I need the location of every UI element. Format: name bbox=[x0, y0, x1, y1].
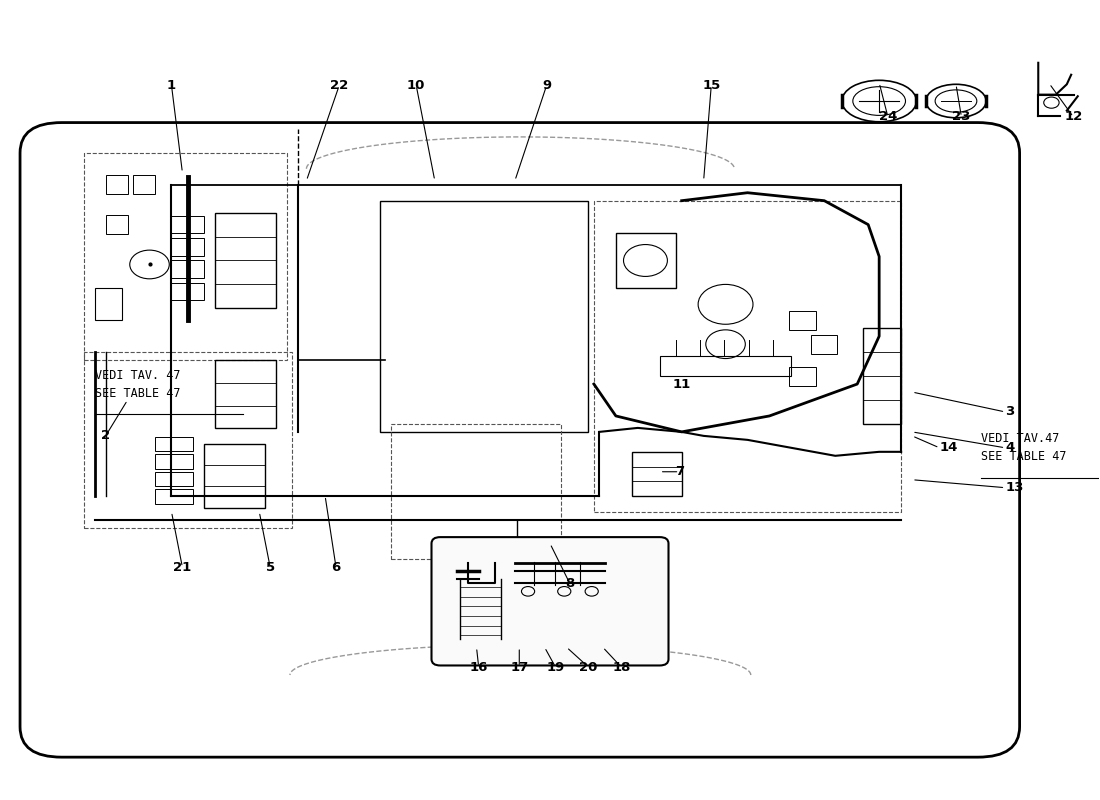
Text: 7: 7 bbox=[675, 466, 684, 478]
Bar bbox=[172, 283, 205, 300]
Bar bbox=[106, 175, 128, 194]
Bar bbox=[632, 452, 682, 496]
FancyBboxPatch shape bbox=[20, 122, 1020, 757]
Text: 18: 18 bbox=[612, 661, 630, 674]
Bar bbox=[216, 360, 276, 428]
Text: 4: 4 bbox=[1005, 442, 1014, 454]
Text: 16: 16 bbox=[470, 661, 488, 674]
Bar bbox=[379, 201, 588, 432]
Bar bbox=[106, 215, 128, 234]
Bar bbox=[205, 444, 265, 508]
Bar bbox=[216, 213, 276, 308]
Bar bbox=[594, 201, 901, 512]
Bar bbox=[95, 288, 122, 320]
Text: 23: 23 bbox=[953, 110, 970, 123]
Bar bbox=[862, 328, 901, 424]
Text: 20: 20 bbox=[580, 661, 597, 674]
Bar bbox=[172, 238, 205, 256]
Text: 3: 3 bbox=[1005, 406, 1014, 418]
Bar bbox=[660, 356, 791, 376]
Text: 8: 8 bbox=[565, 577, 574, 590]
Text: 12: 12 bbox=[1065, 110, 1082, 123]
Bar bbox=[172, 216, 205, 234]
Text: 11: 11 bbox=[672, 378, 691, 390]
Text: 15: 15 bbox=[702, 78, 721, 91]
Bar bbox=[84, 153, 287, 360]
Text: 21: 21 bbox=[174, 561, 191, 574]
Text: 13: 13 bbox=[1005, 481, 1024, 494]
Text: VEDI TAV. 47
SEE TABLE 47: VEDI TAV. 47 SEE TABLE 47 bbox=[95, 369, 180, 399]
Text: 24: 24 bbox=[879, 110, 898, 123]
Bar bbox=[811, 334, 837, 354]
FancyBboxPatch shape bbox=[431, 537, 669, 666]
Bar bbox=[172, 261, 205, 278]
Bar bbox=[155, 472, 194, 486]
Text: 22: 22 bbox=[330, 78, 349, 91]
Text: VEDI TAV.47
SEE TABLE 47: VEDI TAV.47 SEE TABLE 47 bbox=[981, 432, 1067, 463]
Bar bbox=[155, 437, 194, 451]
Bar bbox=[84, 352, 293, 527]
Text: 6: 6 bbox=[331, 561, 341, 574]
Text: eurospares: eurospares bbox=[124, 203, 406, 246]
Text: 1: 1 bbox=[167, 78, 176, 91]
Bar bbox=[133, 175, 155, 194]
Bar bbox=[390, 424, 561, 559]
Text: 10: 10 bbox=[407, 78, 426, 91]
Bar bbox=[789, 366, 815, 386]
Bar bbox=[616, 233, 676, 288]
Text: eurospares: eurospares bbox=[574, 203, 856, 246]
Text: 2: 2 bbox=[101, 430, 110, 442]
Bar bbox=[155, 490, 194, 504]
Text: 9: 9 bbox=[542, 78, 551, 91]
Text: 19: 19 bbox=[547, 661, 564, 674]
Bar bbox=[789, 310, 815, 330]
Text: 14: 14 bbox=[939, 442, 958, 454]
Text: eurospares: eurospares bbox=[574, 442, 856, 486]
Text: 5: 5 bbox=[265, 561, 275, 574]
Text: eurospares: eurospares bbox=[124, 442, 406, 486]
Text: 17: 17 bbox=[510, 661, 528, 674]
Bar bbox=[155, 454, 194, 469]
